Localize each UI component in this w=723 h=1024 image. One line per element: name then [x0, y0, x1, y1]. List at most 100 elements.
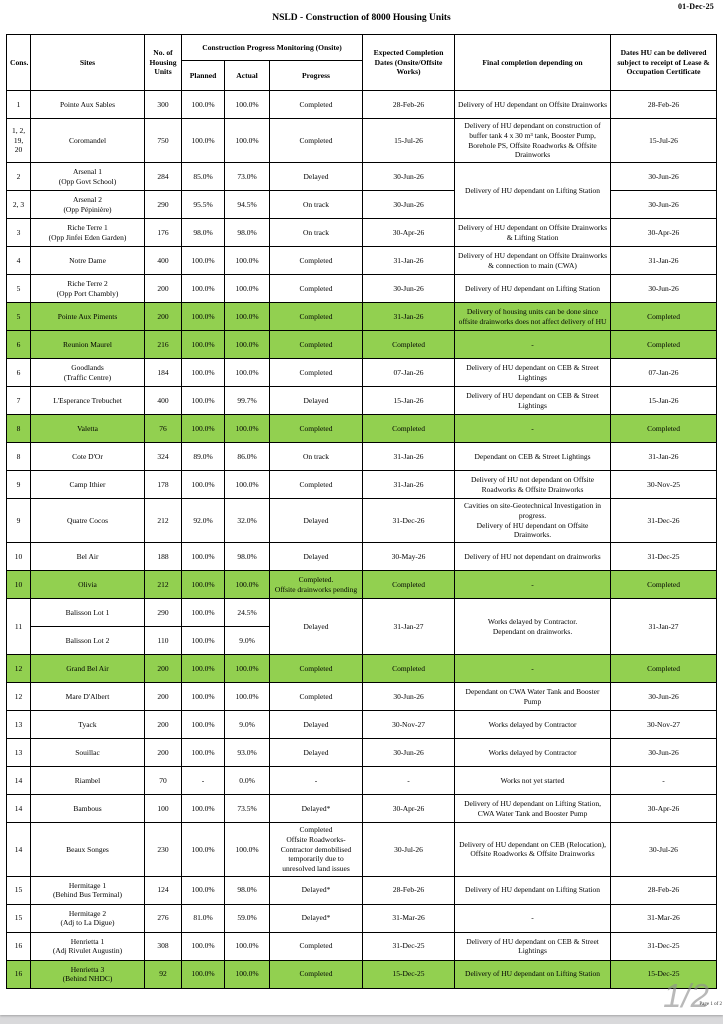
table-cell: 92.0% [181, 498, 225, 543]
table-cell: 30-Nov-27 [610, 710, 718, 739]
table-cell: - [610, 766, 718, 795]
table-cell: 200 [144, 710, 182, 739]
report-date: 01-Dec-25 [677, 2, 714, 11]
table-cell: Completed [268, 274, 364, 303]
table-cell: 94.5% [224, 190, 270, 219]
table-cell: 100.0% [224, 302, 270, 331]
table-cell: 100.0% [224, 246, 270, 275]
table-cell: 30-Jun-26 [610, 682, 718, 711]
table-cell: 30-Jun-26 [610, 738, 718, 767]
table-cell: - [454, 654, 612, 683]
col-header-dates: Dates HU can be delivered subject to rec… [610, 34, 718, 91]
table-cell: Delayed* [268, 794, 364, 823]
table-cell: 100.0% [181, 274, 225, 303]
table-cell: 100.0% [224, 414, 270, 443]
table-cell: 100.0% [224, 470, 270, 499]
col-header-monitoring-group: Construction Progress Monitoring (Onsite… [180, 34, 364, 61]
table-row: 4 Notre Dame 400 100.0% 100.0% Completed 31-Ja… [6, 246, 718, 275]
table-cell: Cote D'Or [30, 442, 145, 471]
table-cell: 100.0% [181, 358, 225, 387]
table-cell: 200 [144, 682, 182, 711]
page-title: NSLD - Construction of 8000 Housing Unit… [272, 13, 451, 23]
col-header-cons: Cons. [6, 34, 31, 91]
table-cell: Dependant on CWA Water Tank and Booster … [454, 682, 612, 711]
table-row: 16 Henrietta 3 (Behind NHDC) 92 100.0% 100.0… [6, 959, 718, 989]
table-cell: 16 [6, 959, 31, 989]
table-cell: Completed [362, 330, 456, 359]
table-cell: 8 [6, 442, 31, 471]
table-cell: 100.0% [224, 330, 270, 359]
table-cell: 73.0% [224, 162, 270, 191]
table-cell: 284 [144, 162, 182, 191]
table-cell: 100.0% [224, 931, 270, 961]
table-cell: 30-Jun-26 [610, 162, 718, 191]
table-cell: 100.0% [181, 959, 225, 989]
table-cell: Delayed [268, 386, 364, 415]
table-cell: Henrietta 3 (Behind NHDC) [30, 959, 145, 989]
table-cell: 100.0% [181, 386, 225, 415]
table-cell: 212 [144, 570, 182, 599]
table-cell: Delivery of HU not dependant on drainwor… [454, 542, 612, 571]
table-cell: Delayed* [268, 903, 364, 933]
table-cell: 188 [144, 542, 182, 571]
table-cell: 24.5% [224, 598, 270, 627]
table-row: 8 Cote D'Or 324 89.0% 86.0% On track 31-Jan-26… [6, 442, 718, 471]
table-cell: 308 [144, 931, 182, 961]
table-cell: Completed [268, 931, 364, 961]
table-cell: 100.0% [181, 570, 225, 599]
table-cell: 100 [144, 794, 182, 823]
table-cell: Souillac [30, 738, 145, 767]
table-cell: 100.0% [224, 959, 270, 989]
table-cell: 176 [144, 218, 182, 247]
table-cell: 93.0% [224, 738, 270, 767]
table-cell: 2, 3 [6, 190, 31, 219]
table-cell: - [454, 903, 612, 933]
table-cell: 98.0% [224, 542, 270, 571]
table-cell: 100.0% [181, 794, 225, 823]
table-cell: 9.0% [224, 710, 270, 739]
header-row-1: Cons. Sites No. of Housing Units Constru… [6, 34, 718, 91]
table-cell: 4 [6, 246, 31, 275]
table-cell: Completed [268, 90, 364, 119]
table-row: 6 Reunion Maurel 216 100.0% 100.0% Completed C… [6, 330, 718, 359]
table-cell: Delayed [268, 710, 364, 739]
table-cell: 07-Jan-26 [610, 358, 718, 387]
table-cell: 86.0% [224, 442, 270, 471]
table-cell: 30-Jun-26 [362, 190, 456, 219]
table-cell: 70 [144, 766, 182, 795]
table-row: 3 Riche Terre 1 (Opp Jinfei Eden Garden) 1… [6, 218, 718, 247]
col-header-sites: Sites [30, 34, 145, 91]
table-cell: Bel Air [30, 542, 145, 571]
table-cell: 124 [144, 875, 182, 905]
table-cell: Arsenal 1 (Opp Govt School) [30, 162, 145, 191]
table-cell: 200 [144, 654, 182, 683]
table-cell: Delivery of HU dependant on Offsite Drai… [454, 246, 612, 275]
table-cell: Delivery of housing units can be done si… [454, 302, 612, 331]
table-cell: 400 [144, 246, 182, 275]
table-cell: 100.0% [224, 358, 270, 387]
table-cell: 31-Jan-27 [610, 598, 718, 655]
table-cell: 16 [6, 931, 31, 961]
table-cell: Delivery of HU dependant on CEB & Street… [454, 386, 612, 415]
table-cell: 28-Feb-26 [362, 90, 456, 119]
table-cell: Delayed [268, 498, 364, 543]
table-cell: Henrietta 1 (Adj Rivulet Augustin) [30, 931, 145, 961]
table-cell: 11 [6, 598, 31, 655]
table-cell: 15 [6, 903, 31, 933]
table-cell: 178 [144, 470, 182, 499]
table-row: 14 Beaux Songes 230 100.0% 100.0% Completed O… [6, 822, 718, 877]
table-cell: Arsenal 2 (Opp Pépinière) [30, 190, 145, 219]
table-cell: 230 [144, 822, 182, 877]
table-cell: 98.0% [224, 218, 270, 247]
table-body: 1 Pointe Aux Sables 300 100.0% 100.0% Complet… [6, 90, 718, 989]
table-cell: Delivery of HU dependant on Lifting Stat… [454, 875, 612, 905]
table-cell: Delivery of HU dependant on CEB & Street… [454, 358, 612, 387]
table-cell: 5 [6, 302, 31, 331]
table-cell: 15-Dec-25 [610, 959, 718, 989]
table-cell: 100.0% [224, 682, 270, 711]
table-row: 5 Riche Terre 2 (Opp Port Chambly) 200 100.… [6, 274, 718, 303]
table-cell: 31-Jan-26 [362, 302, 456, 331]
table-cell: 100.0% [224, 570, 270, 599]
table-cell: Riche Terre 2 (Opp Port Chambly) [30, 274, 145, 303]
